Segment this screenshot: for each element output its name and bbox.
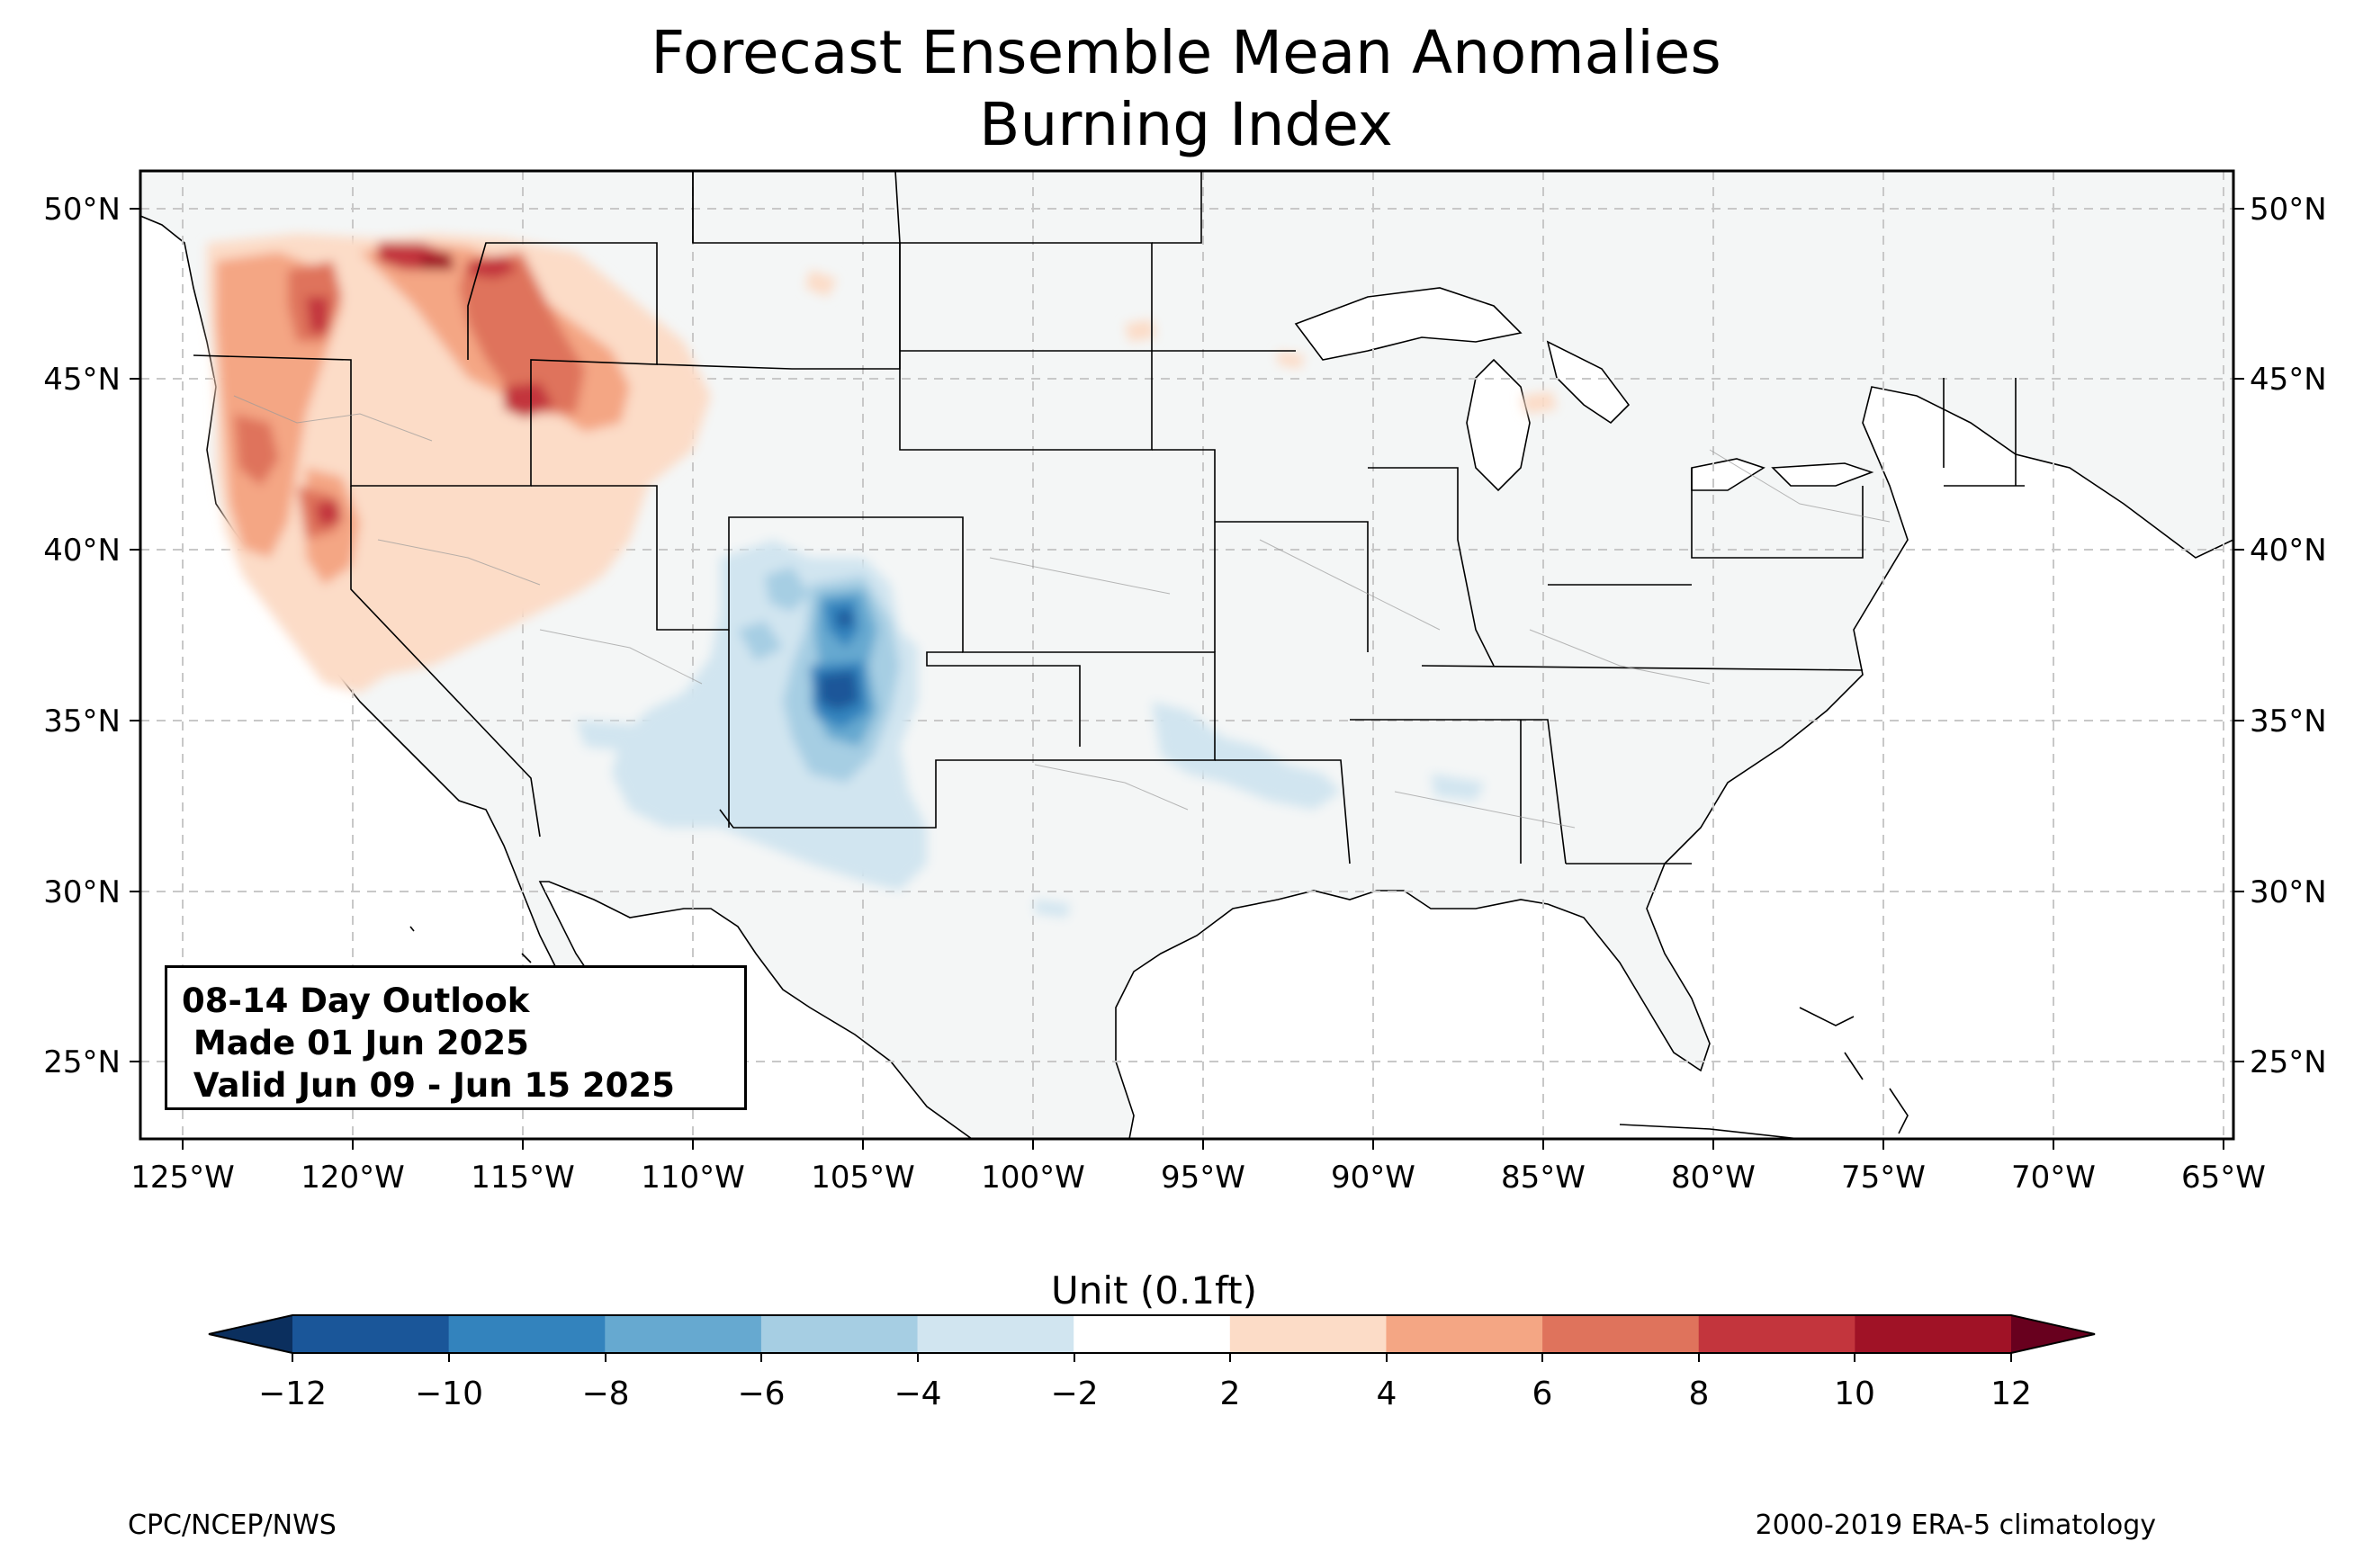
colorbar-tick-label: −2	[1050, 1375, 1098, 1412]
colorbar-tick-label: −10	[415, 1375, 483, 1412]
colorbar-tick-label: 2	[1220, 1375, 1241, 1412]
colorbar-segment	[760, 1315, 919, 1353]
lon-label: 100°W	[981, 1160, 1085, 1196]
positive-anomaly-shading	[207, 234, 1557, 693]
lat-label-right: 50°N	[2250, 192, 2327, 228]
lat-label-right: 25°N	[2250, 1044, 2327, 1080]
colorbar-under-arrow	[209, 1315, 292, 1353]
lon-label: 115°W	[471, 1160, 575, 1196]
colorbar-tick-label: 6	[1532, 1375, 1553, 1412]
lat-label-right: 40°N	[2250, 533, 2327, 569]
lon-label: 70°W	[2011, 1160, 2096, 1196]
colorbar-segment	[917, 1315, 1074, 1353]
colorbar-segment	[1229, 1315, 1387, 1353]
map-subtitle: Burning Index	[979, 90, 1393, 159]
outlook-info-box: 08-14 Day Outlook Made 01 Jun 2025 Valid…	[165, 965, 747, 1110]
footer-source: CPC/NCEP/NWS	[128, 1510, 337, 1541]
outlook-made-date: Made 01 Jun 2025	[182, 1024, 529, 1062]
colorbar-tick-label: 8	[1689, 1375, 1710, 1412]
lat-label-right: 30°N	[2250, 874, 2327, 910]
colorbar-tick-label: 10	[1834, 1375, 1875, 1412]
colorbar-segment	[448, 1315, 606, 1353]
state-borders	[193, 171, 2025, 865]
map-title: Forecast Ensemble Mean Anomalies	[651, 18, 1721, 87]
lat-label-left: 50°N	[43, 192, 121, 228]
colorbar-tick-label: −6	[737, 1375, 785, 1412]
lon-label: 120°W	[301, 1160, 405, 1196]
negative-anomaly-shading	[576, 540, 1485, 918]
lat-label-left: 30°N	[43, 874, 121, 910]
lon-label: 65°W	[2181, 1160, 2266, 1196]
great-lakes	[1294, 287, 1874, 492]
lon-label: 75°W	[1841, 1160, 1926, 1196]
colorbar-label: Unit (0.1ft)	[1051, 1268, 1257, 1313]
lat-label-left: 35°N	[43, 703, 121, 739]
outlook-valid-range: Valid Jun 09 - Jun 15 2025	[182, 1066, 675, 1105]
colorbar-segment	[1074, 1315, 1231, 1353]
lon-label: 85°W	[1501, 1160, 1586, 1196]
colorbar-segment	[605, 1315, 762, 1353]
colorbar-segment	[1542, 1315, 1700, 1353]
lat-label-right: 35°N	[2250, 703, 2327, 739]
colorbar-over-arrow	[2011, 1315, 2095, 1353]
lon-label: 110°W	[641, 1160, 745, 1196]
map-frame	[139, 169, 2235, 1141]
footer-climatology: 2000-2019 ERA-5 climatology	[1755, 1510, 2156, 1541]
colorbar: −12 −10 −8 −6 −4 −2 2 4 6 8 10 12	[208, 1314, 2096, 1412]
colorbar-segment	[292, 1315, 450, 1353]
colorbar-tick-label: −4	[894, 1375, 941, 1412]
lat-label-left: 40°N	[43, 533, 121, 569]
colorbar-segment	[1698, 1315, 1855, 1353]
colorbar-tick-label: −12	[258, 1375, 327, 1412]
lon-label: 125°W	[130, 1160, 235, 1196]
colorbar-segment	[1386, 1315, 1543, 1353]
lon-label: 105°W	[811, 1160, 915, 1196]
colorbar-tick-label: 12	[1990, 1375, 2032, 1412]
lon-label: 90°W	[1331, 1160, 1415, 1196]
lat-label-left: 25°N	[43, 1044, 121, 1080]
lon-label: 80°W	[1671, 1160, 1756, 1196]
colorbar-tick-label: −8	[581, 1375, 629, 1412]
colorbar-segment	[1855, 1315, 2012, 1353]
lat-label-right: 45°N	[2250, 362, 2327, 398]
outlook-period: 08-14 Day Outlook	[182, 981, 530, 1020]
lon-label: 95°W	[1161, 1160, 1245, 1196]
colorbar-tick-label: 4	[1377, 1375, 1397, 1412]
lat-label-left: 45°N	[43, 362, 121, 398]
